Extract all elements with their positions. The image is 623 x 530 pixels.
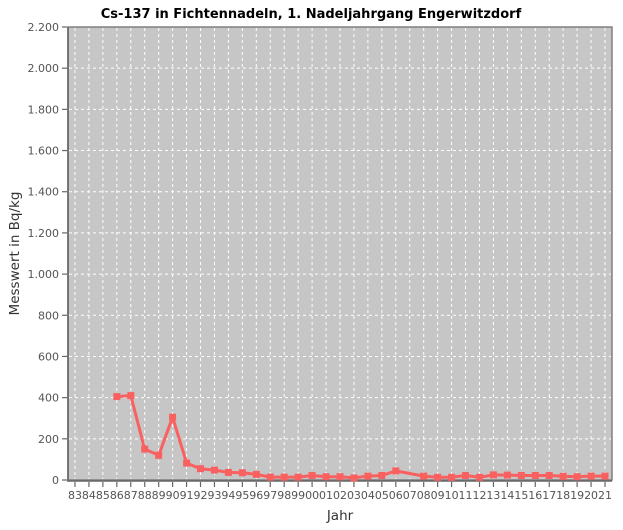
x-tick-label: 06: [389, 489, 403, 502]
data-point: [141, 445, 149, 453]
x-tick-label: 90: [166, 489, 180, 502]
x-tick-label: 21: [598, 489, 612, 502]
y-axis-title: Messwert in Bq/kg: [7, 192, 23, 316]
x-tick-label: 20: [584, 489, 598, 502]
x-tick-label: 05: [375, 489, 389, 502]
x-tick-label: 02: [333, 489, 347, 502]
data-point: [378, 472, 386, 479]
data-point: [392, 467, 400, 475]
data-point: [350, 474, 358, 482]
x-tick-label: 91: [180, 489, 194, 502]
x-axis-title: Jahr: [326, 508, 354, 524]
x-tick-label: 14: [500, 489, 514, 502]
data-point: [420, 472, 428, 480]
data-point: [238, 469, 246, 477]
x-tick-label: 99: [291, 489, 305, 502]
x-tick-label: 86: [110, 489, 124, 502]
x-tick-label: 97: [263, 489, 277, 502]
data-point: [545, 472, 553, 479]
y-tick-label: 800: [38, 309, 59, 322]
x-tick-label: 01: [319, 489, 333, 502]
x-tick-label: 08: [417, 489, 431, 502]
x-tick-label: 09: [431, 489, 445, 502]
x-tick-label: 11: [459, 489, 473, 502]
y-tick-label: 1.400: [28, 186, 60, 199]
data-point: [587, 472, 595, 480]
x-tick-label: 07: [403, 489, 417, 502]
data-point: [211, 466, 218, 474]
data-point: [517, 472, 525, 479]
data-point: [364, 472, 372, 480]
data-point: [308, 472, 316, 479]
x-tick-label: 15: [514, 489, 528, 502]
data-point: [169, 413, 177, 421]
x-tick-label: 96: [249, 489, 263, 502]
y-tick-label: 1.000: [28, 268, 60, 281]
x-tick-label: 16: [528, 489, 542, 502]
x-tick-label: 88: [138, 489, 152, 502]
x-tick-label: 94: [221, 489, 235, 502]
x-tick-label: 17: [542, 489, 556, 502]
data-point: [531, 472, 539, 479]
y-tick-label: 400: [38, 392, 59, 405]
x-tick-label: 83: [68, 489, 82, 502]
data-point: [434, 473, 442, 481]
y-tick-label: 2.000: [28, 62, 60, 75]
data-point: [559, 472, 567, 480]
x-tick-label: 18: [556, 489, 570, 502]
data-point: [336, 473, 344, 481]
data-point: [322, 473, 330, 481]
x-tick-label: 19: [570, 489, 584, 502]
x-tick-label: 84: [82, 489, 96, 502]
data-point: [489, 471, 497, 479]
y-tick-label: 600: [38, 350, 59, 363]
data-point: [294, 473, 302, 481]
x-tick-label: 13: [486, 489, 500, 502]
axes: 02004006008001.0001.2001.4001.6001.8002.…: [28, 21, 613, 502]
x-tick-label: 89: [152, 489, 166, 502]
x-tick-label: 95: [235, 489, 249, 502]
series-Cs-137 Messwert: [113, 392, 609, 482]
y-tick-label: 200: [38, 433, 59, 446]
plot-area: 02004006008001.0001.2001.4001.6001.8002.…: [28, 21, 613, 502]
x-tick-label: 03: [347, 489, 361, 502]
data-point: [448, 473, 456, 481]
x-tick-label: 93: [207, 489, 221, 502]
x-tick-label: 00: [305, 489, 319, 502]
y-tick-label: 1.200: [28, 227, 60, 240]
data-point: [503, 471, 511, 479]
x-tick-label: 04: [361, 489, 375, 502]
x-tick-label: 87: [124, 489, 138, 502]
x-tick-label: 85: [96, 489, 110, 502]
data-point: [573, 473, 581, 481]
data-point: [266, 473, 274, 481]
x-tick-label: 10: [445, 489, 459, 502]
data-point: [155, 451, 163, 459]
data-point: [113, 393, 121, 401]
data-point: [462, 472, 469, 479]
data-point: [197, 465, 204, 473]
data-point: [127, 392, 135, 400]
y-tick-label: 1.600: [28, 145, 60, 158]
y-tick-label: 2.200: [28, 21, 60, 34]
data-point: [252, 470, 260, 478]
data-point: [183, 459, 191, 467]
y-tick-label: 1.800: [28, 103, 60, 116]
x-tick-label: 12: [472, 489, 486, 502]
data-point: [224, 468, 232, 476]
chart-title: Cs-137 in Fichtennadeln, 1. Nadeljahrgan…: [101, 7, 522, 22]
x-tick-label: 98: [277, 489, 291, 502]
y-tick-label: 0: [52, 474, 59, 487]
data-point: [476, 473, 483, 481]
x-tick-label: 92: [194, 489, 208, 502]
data-point: [280, 473, 288, 481]
data-point: [601, 472, 609, 480]
